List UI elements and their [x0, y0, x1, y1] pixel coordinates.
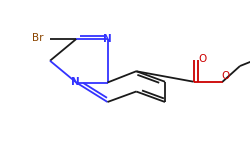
Text: N: N: [71, 77, 80, 87]
Text: O: O: [198, 54, 206, 63]
Text: Br: Br: [32, 33, 44, 43]
Text: N: N: [103, 34, 112, 44]
Text: O: O: [221, 71, 229, 81]
